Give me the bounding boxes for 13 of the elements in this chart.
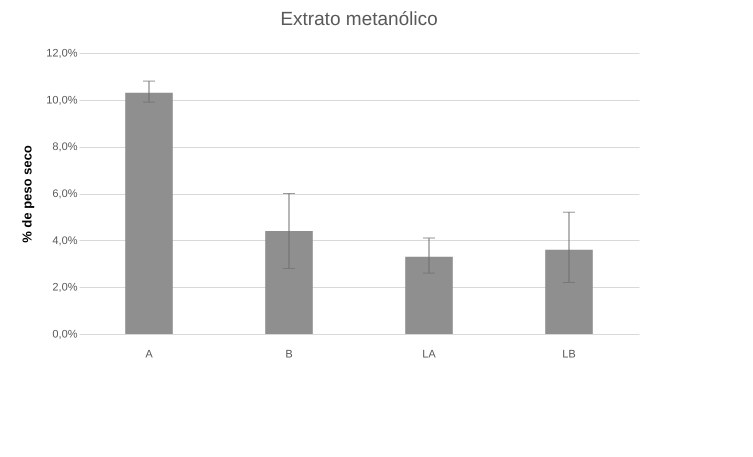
y-tick-label: 6,0% xyxy=(52,188,78,200)
y-tick-label: 2,0% xyxy=(52,282,78,294)
y-tick-label: 10,0% xyxy=(46,94,78,106)
y-tick-label: 4,0% xyxy=(52,234,78,247)
y-axis-title: % de peso seco xyxy=(19,145,34,243)
y-tick-label: 8,0% xyxy=(52,141,78,154)
y-tick-label: 12,0% xyxy=(46,48,78,60)
x-tick-label: LB xyxy=(562,348,576,360)
x-tick-label: LA xyxy=(422,348,436,360)
x-tick-label: B xyxy=(285,348,293,360)
x-tick-label: A xyxy=(145,348,154,360)
y-tick-label: 0,0% xyxy=(52,328,78,340)
chart-title: Extrato metanólico xyxy=(280,9,438,30)
